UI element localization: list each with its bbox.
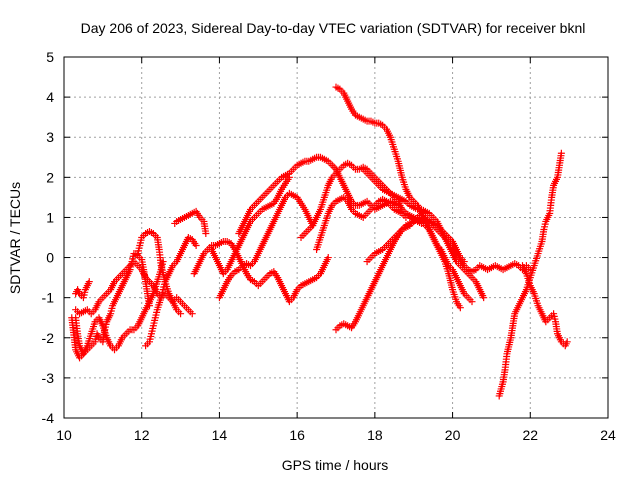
- series-arc-1: [72, 278, 93, 302]
- data-point: [324, 254, 332, 262]
- data-point: [202, 229, 210, 237]
- y-tick-label: 5: [46, 49, 54, 65]
- x-tick-label: 24: [600, 427, 616, 443]
- series-arc-20: [519, 262, 571, 350]
- y-tick-label: 0: [46, 250, 54, 266]
- y-axis-label: SDTVAR / TECUs: [7, 182, 23, 294]
- series-arc-19: [495, 149, 565, 400]
- series-arc-6: [134, 227, 185, 318]
- data-point: [480, 294, 488, 302]
- series-arc-15: [359, 165, 488, 302]
- x-tick-label: 22: [522, 427, 538, 443]
- data-point: [456, 304, 464, 312]
- data-point: [85, 278, 93, 286]
- series-arc-16: [313, 193, 410, 254]
- data-point: [563, 338, 571, 346]
- y-tick-label: -3: [42, 370, 55, 386]
- y-tick-label: 3: [46, 129, 54, 145]
- data-point: [557, 149, 565, 157]
- y-tick-label: 4: [46, 89, 54, 105]
- data-point: [177, 310, 185, 318]
- y-tick-label: 2: [46, 169, 54, 185]
- series-arc-10: [215, 189, 317, 302]
- x-axis-label: GPS time / hours: [282, 457, 389, 473]
- y-tick-label: -2: [42, 330, 55, 346]
- data-point: [188, 310, 196, 318]
- x-tick-label: 16: [289, 427, 305, 443]
- data-point: [468, 298, 476, 306]
- data-point: [192, 242, 200, 250]
- x-tick-label: 12: [134, 427, 150, 443]
- series-arc-9: [208, 173, 293, 278]
- x-tick-label: 10: [56, 427, 72, 443]
- data-point: [402, 213, 410, 221]
- x-tick-label: 14: [212, 427, 228, 443]
- grid: [64, 57, 608, 418]
- x-tick-label: 18: [367, 427, 383, 443]
- series-arc-7: [171, 207, 210, 237]
- y-tick-label: -1: [42, 290, 55, 306]
- series-arc-3: [68, 258, 167, 362]
- y-tick-label: -4: [42, 410, 55, 426]
- data-points: [68, 83, 571, 400]
- plot-frame: [63, 56, 609, 419]
- chart-title: Day 206 of 2023, Sidereal Day-to-day VTE…: [81, 20, 586, 36]
- x-tick-label: 20: [445, 427, 461, 443]
- y-tick-label: 1: [46, 209, 54, 225]
